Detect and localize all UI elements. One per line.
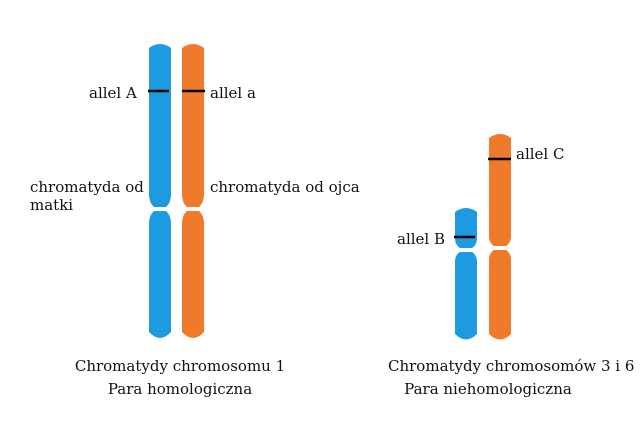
- chromatid-paternal-chr1-lower-arm: [182, 211, 204, 338]
- label-allele-a: allel a: [210, 84, 256, 102]
- label-chromatid-maternal: chromatyda od matki: [30, 178, 144, 214]
- label-chromatid-paternal: chromatyda od ojca: [210, 178, 360, 196]
- chromatid-maternal-chr1-lower-arm: [149, 211, 171, 338]
- chromatid-chr3-lower-arm: [455, 252, 477, 340]
- chromatid-chr6: [488, 134, 511, 340]
- chromatid-chr3: [454, 208, 477, 340]
- chromatid-paternal-chr1: [182, 44, 205, 338]
- chromatid-paternal-chr1-upper-arm: [182, 44, 204, 207]
- label-allele-A: allel A: [89, 84, 137, 102]
- chromatid-chr6-upper-arm: [489, 134, 511, 246]
- caption-left-line2: Para homologiczna: [107, 380, 253, 398]
- caption-right-line1: Chromatydy chromosomów 3 i 6: [388, 357, 635, 375]
- caption-left-line1: Chromatydy chromosomu 1: [74, 357, 286, 375]
- caption-right-line2: Para niehomologiczna: [404, 380, 572, 398]
- label-allele-B: allel B: [397, 230, 446, 248]
- label-allele-C: allel C: [516, 145, 565, 163]
- chromatid-maternal-chr1: [148, 44, 171, 338]
- chromatid-chr6-lower-arm: [489, 250, 511, 340]
- chromatid-chr3-upper-arm: [455, 208, 477, 248]
- chromatid-maternal-chr1-upper-arm: [149, 44, 171, 207]
